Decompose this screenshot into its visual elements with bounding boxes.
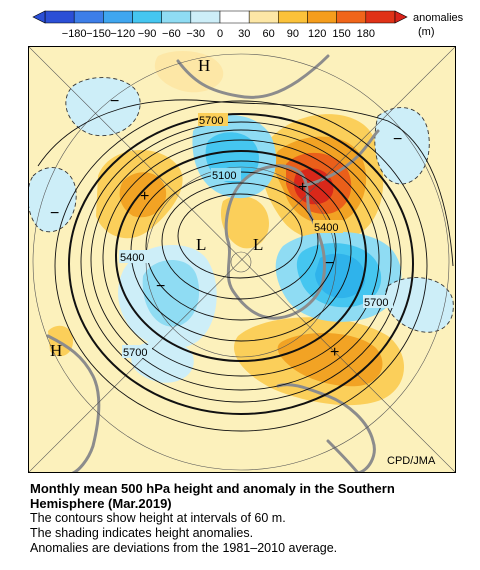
colorbar-cell xyxy=(44,10,75,24)
contour-label-top-5700: 5700 xyxy=(199,115,223,127)
contour-5400 xyxy=(115,150,367,362)
contour-h xyxy=(37,99,454,267)
colorbar-tick-label: 150 xyxy=(332,28,350,40)
coastlines xyxy=(46,54,380,473)
colorbar-cells xyxy=(44,10,396,24)
contour-e xyxy=(90,129,392,391)
coast-africa xyxy=(46,334,101,473)
caption-line-2: The shading indicates height anomalies. xyxy=(30,526,254,540)
meridian-b xyxy=(28,46,456,473)
anomaly-min-right: − xyxy=(393,131,402,148)
colorbar-tick-label: 120 xyxy=(308,28,326,40)
low-symbol-left: L xyxy=(196,235,206,254)
colorbar-tick-label: −30 xyxy=(186,28,205,40)
caption: Monthly mean 500 hPa height and anomaly … xyxy=(30,481,470,556)
colorbar-tick-labels: −180 −150 −120 −90 −60 −30 0 30 60 90 120 150 180 xyxy=(62,28,375,40)
colorbar-cell xyxy=(278,10,308,24)
anomaly-min-left: − xyxy=(50,205,59,222)
coast-antarctica xyxy=(224,164,327,320)
colorbar-tick-label: −150 xyxy=(86,28,111,40)
pole-circle xyxy=(230,251,252,273)
coast-australia xyxy=(276,383,376,473)
colorbar-label: anomalies xyxy=(413,12,464,24)
contour-labels: 5700 5100 5400 5400 5700 5700 xyxy=(119,113,393,359)
anomaly-min-center-left: − xyxy=(156,278,165,295)
outline-bottom-right xyxy=(384,277,454,333)
colorbar-tick-label: 90 xyxy=(287,28,299,40)
colorbar-cell xyxy=(336,10,367,24)
anomaly-neg-bottom-right xyxy=(385,277,454,333)
contour-label-right-5400: 5400 xyxy=(314,222,338,234)
colorbar-tick-label: 60 xyxy=(262,28,274,40)
anomaly-max-left: + xyxy=(140,188,149,205)
caption-line-1: The contours show height at intervals of… xyxy=(30,511,286,525)
coast-south-america xyxy=(176,54,330,99)
contour-a xyxy=(161,182,319,300)
colorbar-cell xyxy=(73,10,104,24)
colorbar-cell xyxy=(161,10,192,24)
contour-label-left-5400: 5400 xyxy=(120,252,144,264)
colorbar-tick-label: −180 xyxy=(62,28,87,40)
anomaly-neg-center-left-mid xyxy=(142,259,200,327)
colorbar-cell xyxy=(248,10,279,24)
colorbar-cell xyxy=(365,10,396,24)
contour-d xyxy=(102,139,380,377)
graticule xyxy=(28,46,456,473)
credit-label: CPD/JMA xyxy=(387,455,436,467)
anomaly-min-topleft: − xyxy=(110,93,119,110)
anomaly-neg-center-right-strong xyxy=(315,253,366,299)
colorbar-cell xyxy=(307,10,337,24)
outline-right xyxy=(374,107,430,185)
outline-topleft xyxy=(65,77,141,137)
latitude-circle-30 xyxy=(32,53,450,471)
positive-anomaly-shading xyxy=(48,51,405,406)
high-symbol-left: H xyxy=(50,341,62,360)
contour-label-center-5100: 5100 xyxy=(212,170,236,182)
contour-5100 xyxy=(177,193,303,279)
contour-g xyxy=(54,100,428,432)
anomaly-pos-center xyxy=(220,196,269,249)
high-symbol-top: H xyxy=(198,56,210,75)
anomaly-pos-left-small xyxy=(48,325,73,357)
pressure-symbols: H H L L + + + − − − − − xyxy=(50,56,402,361)
polar-map: 5700 5100 5400 5400 5700 5700 H H L L + … xyxy=(28,46,456,473)
anomaly-colorbar: −180 −150 −120 −90 −60 −30 0 30 60 90 120 150 180 an… xyxy=(32,10,464,40)
contour-f xyxy=(80,121,402,403)
coast-nz xyxy=(326,439,360,473)
colorbar-tick-label: −60 xyxy=(162,28,181,40)
anomaly-min-center-right: − xyxy=(325,255,334,272)
low-symbol-right: L xyxy=(253,235,263,254)
colorbar-tick-label: −120 xyxy=(110,28,135,40)
contour-5700 xyxy=(68,113,414,415)
anomaly-max-bottom: + xyxy=(330,344,339,361)
colorbar-right-arrow xyxy=(394,10,408,24)
colorbar-tick-label: −90 xyxy=(138,28,157,40)
caption-title: Monthly mean 500 hPa height and anomaly … xyxy=(30,481,395,511)
colorbar-cell xyxy=(190,10,221,24)
map-frame xyxy=(28,46,456,473)
colorbar-tick-label: 0 xyxy=(217,28,223,40)
contour-label-right-5700: 5700 xyxy=(364,297,388,309)
colorbar-tick-label: 180 xyxy=(357,28,375,40)
colorbar-unit: (m) xyxy=(418,26,435,38)
coast-peninsula xyxy=(301,129,380,188)
contour-label-bottom-5700: 5700 xyxy=(123,347,147,359)
colorbar-cell xyxy=(219,10,250,24)
colorbar-tick-label: 30 xyxy=(238,28,250,40)
caption-line-3: Anomalies are deviations from the 1981–2… xyxy=(30,541,338,555)
colorbar-cell xyxy=(103,10,133,24)
colorbar-left-arrow xyxy=(32,10,46,24)
colorbar-cell xyxy=(132,10,162,24)
anomaly-max-upper-right: + xyxy=(298,179,307,196)
